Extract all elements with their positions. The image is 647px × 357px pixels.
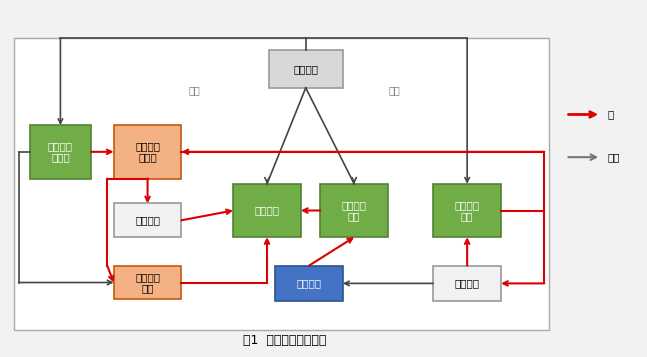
FancyBboxPatch shape xyxy=(275,266,343,301)
FancyBboxPatch shape xyxy=(30,125,91,178)
Text: 热: 热 xyxy=(608,110,614,120)
Text: 图1  电池热管理关系图: 图1 电池热管理关系图 xyxy=(243,335,327,347)
Text: 发动机舱
室环境: 发动机舱 室环境 xyxy=(135,141,160,163)
Text: 电池液冷
系统: 电池液冷 系统 xyxy=(342,200,367,221)
Text: 控制: 控制 xyxy=(389,85,400,95)
FancyBboxPatch shape xyxy=(233,184,301,237)
Text: 乘员舱室
环境: 乘员舱室 环境 xyxy=(135,272,160,293)
FancyBboxPatch shape xyxy=(269,50,343,88)
Text: 电机冷却
系统: 电机冷却 系统 xyxy=(455,200,479,221)
FancyBboxPatch shape xyxy=(114,266,181,300)
FancyBboxPatch shape xyxy=(114,203,181,237)
Text: 控制: 控制 xyxy=(188,85,201,95)
Text: 电池系统: 电池系统 xyxy=(296,278,322,288)
Text: 控制系统: 控制系统 xyxy=(293,64,318,74)
FancyBboxPatch shape xyxy=(114,125,181,178)
Text: 控制: 控制 xyxy=(608,152,620,162)
FancyBboxPatch shape xyxy=(320,184,388,237)
FancyBboxPatch shape xyxy=(433,266,501,301)
FancyBboxPatch shape xyxy=(14,38,549,330)
Text: 大气环境: 大气环境 xyxy=(135,215,160,225)
Text: 发动机冷
却系统: 发动机冷 却系统 xyxy=(48,141,73,163)
Text: 空调系统: 空调系统 xyxy=(254,206,280,216)
FancyBboxPatch shape xyxy=(433,184,501,237)
Text: 功率电子: 功率电子 xyxy=(455,278,479,288)
